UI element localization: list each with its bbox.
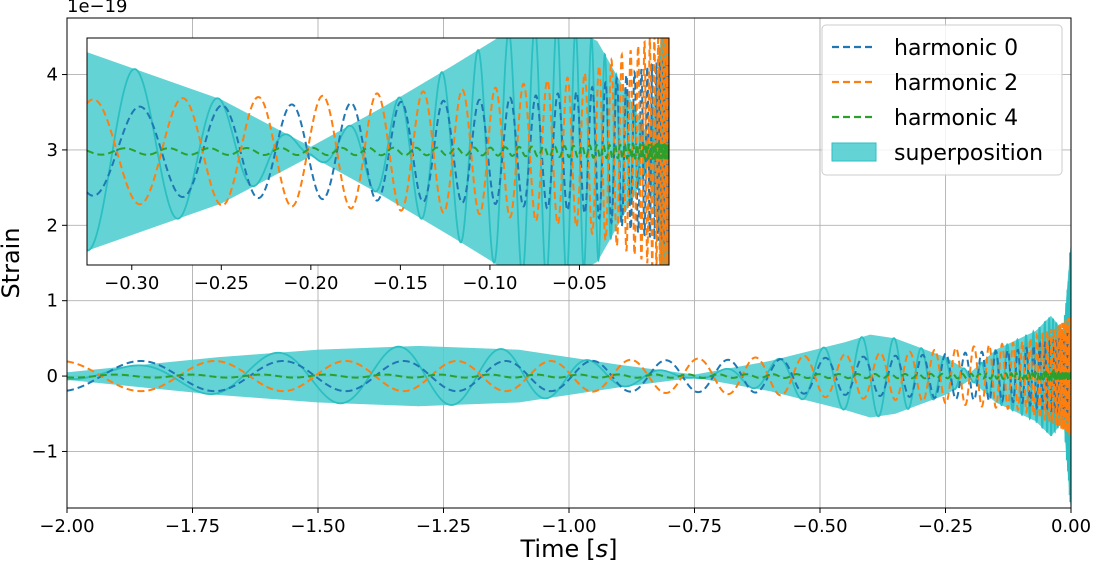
superposition-envelope bbox=[87, 38, 669, 265]
legend-label: harmonic 2 bbox=[894, 71, 1018, 96]
y-axis-label: Strain bbox=[0, 227, 25, 298]
y-tick-label: 3 bbox=[47, 140, 58, 161]
inset-plot-frame bbox=[86, 37, 670, 266]
legend: harmonic 0 harmonic 2 harmonic 4 superposit… bbox=[821, 24, 1063, 176]
legend-item: harmonic 2 bbox=[832, 71, 1018, 96]
x-tick-label: −1.50 bbox=[290, 516, 345, 537]
x-tick-label: −0.75 bbox=[667, 516, 722, 537]
legend-item: superposition bbox=[831, 141, 1043, 166]
y-tick-label: 1 bbox=[47, 291, 58, 312]
series-line-harmonic-0 bbox=[67, 331, 1071, 421]
inset-x-tick-label: −0.30 bbox=[104, 273, 159, 294]
legend-swatch bbox=[831, 142, 877, 162]
inset-x-tick-label: −0.10 bbox=[462, 273, 517, 294]
series-line-harmonic-4 bbox=[67, 369, 1071, 383]
x-tick-label: −0.50 bbox=[792, 516, 847, 537]
main-series-group bbox=[67, 240, 1071, 508]
x-axis-label-text: Time bbox=[520, 535, 580, 563]
inset-x-tick-label: −0.25 bbox=[194, 273, 249, 294]
legend-box bbox=[821, 24, 1063, 176]
y-tick-label: 2 bbox=[47, 215, 58, 236]
x-tick-label: −1.75 bbox=[165, 516, 220, 537]
inset-x-tick-label: −0.05 bbox=[552, 273, 607, 294]
series-line-harmonic-2 bbox=[87, 38, 669, 265]
series-line-harmonic-2 bbox=[67, 316, 1071, 435]
x-axis-label-unit: s bbox=[596, 535, 609, 563]
inset-axes: −0.30 −0.25 −0.20 −0.15 −0.10 −0.05 bbox=[86, 37, 670, 294]
inset-series-group bbox=[87, 38, 669, 265]
y-tick-label: −1 bbox=[31, 441, 58, 462]
legend-label: harmonic 4 bbox=[894, 106, 1018, 131]
x-tick-label: −2.00 bbox=[39, 516, 94, 537]
inset-x-tick-label: −0.20 bbox=[283, 273, 338, 294]
series-line-harmonic-4 bbox=[87, 141, 669, 163]
legend-item: harmonic 4 bbox=[832, 106, 1018, 131]
x-tick-label: −1.25 bbox=[416, 516, 471, 537]
inset-ticks: −0.30 −0.25 −0.20 −0.15 −0.10 −0.05 bbox=[104, 265, 607, 294]
inset-x-tick-label: −0.15 bbox=[373, 273, 428, 294]
legend-label: harmonic 0 bbox=[894, 36, 1018, 61]
offset-text: 1e−19 bbox=[67, 0, 128, 17]
x-axis-label: Time [s] bbox=[520, 535, 618, 563]
x-tick-label: −1.00 bbox=[541, 516, 596, 537]
main-ticks: −2.00 −1.75 −1.50 −1.25 −1.00 −0.75 −0.50 −0.25… bbox=[31, 65, 1091, 537]
y-tick-label: 4 bbox=[47, 65, 58, 86]
x-tick-label: −0.25 bbox=[918, 516, 973, 537]
y-tick-label: 0 bbox=[47, 366, 58, 387]
x-tick-label: 0.00 bbox=[1051, 516, 1091, 537]
legend-item: harmonic 0 bbox=[832, 36, 1018, 61]
superposition-line bbox=[67, 252, 1071, 503]
superposition-line bbox=[87, 38, 669, 265]
legend-label: superposition bbox=[894, 141, 1043, 166]
